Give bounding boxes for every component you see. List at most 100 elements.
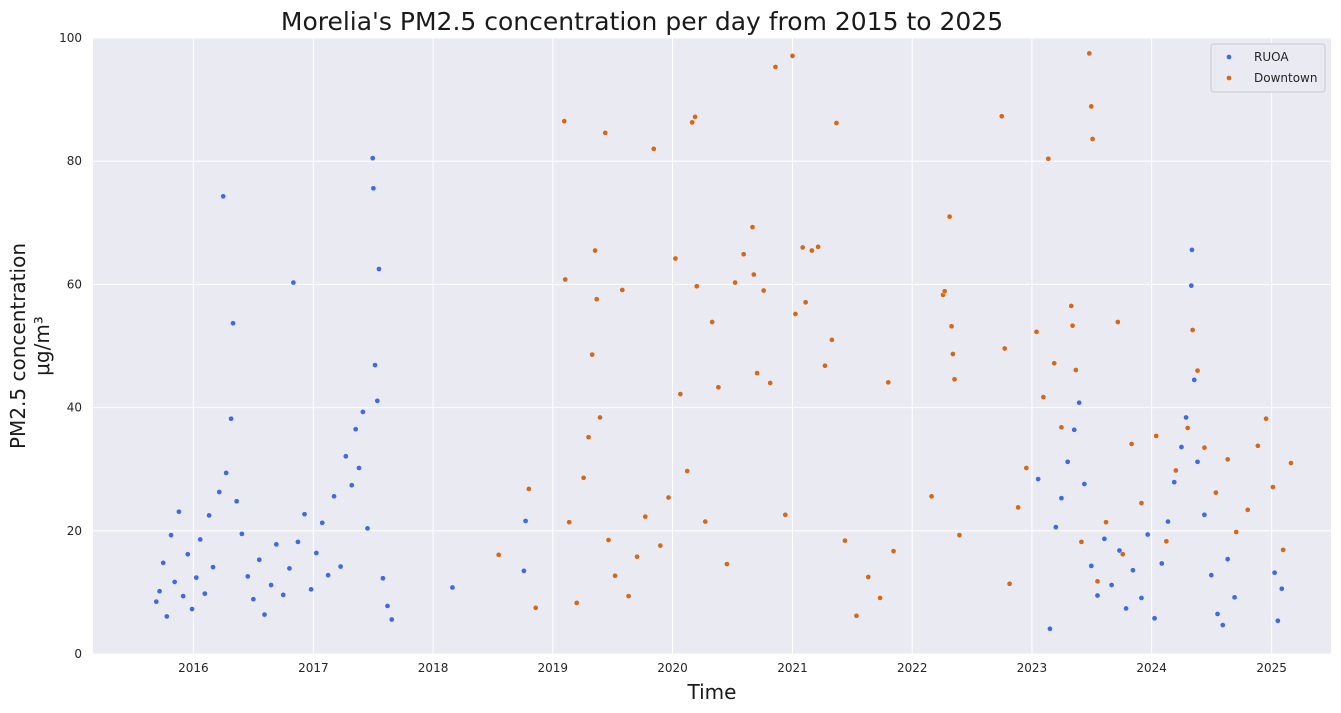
data-point <box>792 311 799 317</box>
data-point <box>689 119 695 126</box>
data-point <box>566 519 572 525</box>
data-point <box>692 114 698 120</box>
plot-background <box>93 38 1331 654</box>
data-point <box>313 550 320 556</box>
data-point <box>890 548 897 554</box>
data-point <box>176 508 182 515</box>
data-point <box>815 244 821 250</box>
data-point <box>449 584 456 591</box>
data-point <box>532 605 539 611</box>
data-point <box>1006 580 1013 587</box>
data-point <box>1123 605 1129 612</box>
data-point <box>1270 484 1276 490</box>
data-point <box>772 64 779 70</box>
data-point <box>193 574 200 581</box>
data-point <box>657 542 664 549</box>
data-point <box>522 518 529 524</box>
data-point <box>1128 441 1135 447</box>
y-tick-label: 80 <box>67 154 82 168</box>
data-point <box>1275 617 1281 624</box>
y-tick-labels: 0 20 40 60 80 100 <box>59 31 82 661</box>
data-point <box>343 453 349 460</box>
data-point <box>1101 536 1108 542</box>
data-point <box>634 553 640 560</box>
data-point <box>1130 567 1136 574</box>
data-point <box>1189 327 1196 333</box>
legend-marker-downtown <box>1226 75 1232 81</box>
data-point <box>374 398 381 404</box>
data-point <box>388 616 395 623</box>
data-point <box>301 511 308 517</box>
x-tick-label: 2020 <box>657 661 688 675</box>
data-point <box>163 613 170 620</box>
legend-label-downtown: Downtown <box>1254 71 1317 85</box>
data-point <box>1144 531 1151 538</box>
data-point <box>580 475 587 481</box>
x-tick-label: 2019 <box>538 661 569 675</box>
data-point <box>273 541 280 548</box>
data-point <box>946 213 953 220</box>
data-point <box>372 362 378 368</box>
data-point <box>216 489 223 495</box>
data-point <box>928 493 935 500</box>
data-point <box>1214 611 1221 617</box>
data-point <box>239 531 245 537</box>
x-tick-label: 2017 <box>298 661 329 675</box>
data-point <box>715 384 722 391</box>
data-point <box>1191 377 1198 383</box>
data-point <box>1171 479 1178 485</box>
data-point <box>1023 465 1030 471</box>
data-point <box>1244 507 1251 513</box>
data-point <box>1064 459 1071 465</box>
data-point <box>619 287 626 293</box>
data-point <box>156 588 163 594</box>
data-point <box>1058 424 1065 431</box>
data-point <box>789 53 796 59</box>
data-point <box>526 486 532 492</box>
data-point <box>1219 622 1226 628</box>
data-point <box>732 279 738 286</box>
data-point <box>1271 569 1278 576</box>
y-tick-label: 100 <box>59 31 82 45</box>
x-tick-labels: 2016 2017 2018 2019 2020 2021 2022 2023 2024 2025 <box>178 661 1287 675</box>
data-point <box>348 482 355 489</box>
data-point <box>1094 592 1101 599</box>
data-point <box>1094 578 1101 585</box>
data-point <box>325 572 331 578</box>
data-point <box>740 251 747 258</box>
data-point <box>250 596 257 602</box>
data-point <box>261 611 268 618</box>
data-point <box>256 556 263 563</box>
data-point <box>589 351 595 358</box>
data-point <box>1078 539 1085 545</box>
data-point <box>605 537 612 543</box>
data-point <box>369 155 376 161</box>
data-point <box>625 593 632 599</box>
data-point <box>308 586 314 593</box>
data-point <box>877 595 883 601</box>
data-point <box>1071 426 1078 433</box>
data-point <box>842 537 848 544</box>
data-point <box>1076 399 1082 406</box>
data-point <box>233 498 240 505</box>
data-point <box>1089 136 1096 142</box>
legend: RUOA Downtown <box>1210 43 1326 93</box>
data-point <box>337 563 344 570</box>
data-point <box>1138 595 1145 601</box>
legend-box <box>1210 43 1326 93</box>
data-point <box>593 296 600 302</box>
data-point <box>751 271 757 278</box>
data-point <box>642 513 649 520</box>
data-point <box>1103 519 1109 525</box>
data-point <box>760 287 767 294</box>
data-point <box>1163 538 1170 545</box>
data-point <box>189 606 195 612</box>
data-point <box>829 337 835 343</box>
data-point <box>376 266 382 272</box>
data-point <box>171 579 178 585</box>
data-point <box>561 118 568 124</box>
data-points <box>153 50 1294 632</box>
data-point <box>160 560 166 566</box>
data-point <box>1088 563 1095 569</box>
